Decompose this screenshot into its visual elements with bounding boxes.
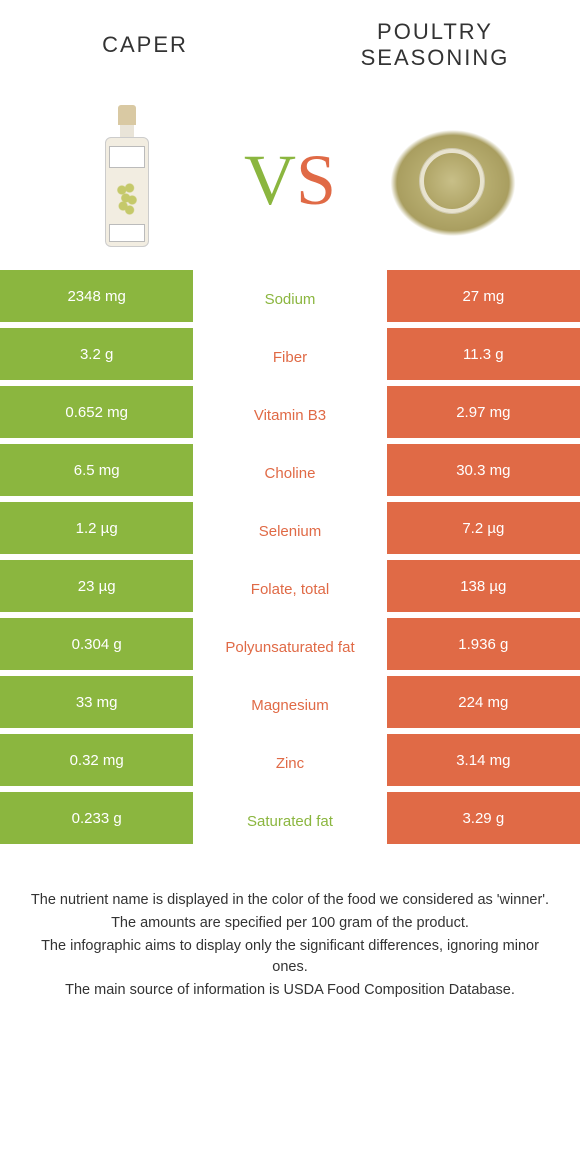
footer-line: The nutrient name is displayed in the co… [30, 890, 550, 911]
value-right: 30.3 mg [387, 444, 580, 502]
table-row: 0.233 gSaturated fat3.29 g [0, 792, 580, 850]
value-right: 2.97 mg [387, 386, 580, 444]
table-row: 2348 mgSodium27 mg [0, 270, 580, 328]
table-row: 0.652 mgVitamin B32.97 mg [0, 386, 580, 444]
value-right: 27 mg [387, 270, 580, 328]
value-left: 3.2 g [0, 328, 193, 386]
value-left: 0.32 mg [0, 734, 193, 792]
value-right: 224 mg [387, 676, 580, 734]
table-row: 1.2 µgSelenium7.2 µg [0, 502, 580, 560]
value-left: 23 µg [0, 560, 193, 618]
value-right: 11.3 g [387, 328, 580, 386]
table-row: 33 mgMagnesium224 mg [0, 676, 580, 734]
nutrient-label: Polyunsaturated fat [193, 618, 386, 676]
value-left: 0.233 g [0, 792, 193, 850]
vs-v: V [244, 140, 296, 220]
powder-icon [368, 105, 538, 255]
image-right [346, 105, 560, 255]
title-left: Caper [0, 32, 290, 58]
nutrient-label: Magnesium [193, 676, 386, 734]
nutrient-label: Zinc [193, 734, 386, 792]
table-row: 23 µgFolate, total138 µg [0, 560, 580, 618]
nutrient-label: Selenium [193, 502, 386, 560]
table-row: 0.32 mgZinc3.14 mg [0, 734, 580, 792]
nutrient-label: Saturated fat [193, 792, 386, 850]
table-row: 6.5 mgCholine30.3 mg [0, 444, 580, 502]
title-right: Poultry seasoning [290, 19, 580, 71]
value-left: 6.5 mg [0, 444, 193, 502]
nutrient-label: Choline [193, 444, 386, 502]
nutrient-label: Vitamin B3 [193, 386, 386, 444]
nutrient-label: Folate, total [193, 560, 386, 618]
footer-line: The main source of information is USDA F… [30, 980, 550, 1001]
image-left [20, 105, 234, 255]
comparison-table: 2348 mgSodium27 mg3.2 gFiber11.3 g0.652 … [0, 270, 580, 850]
table-row: 3.2 gFiber11.3 g [0, 328, 580, 386]
value-left: 1.2 µg [0, 502, 193, 560]
images-row: VS [0, 90, 580, 270]
table-row: 0.304 gPolyunsaturated fat1.936 g [0, 618, 580, 676]
nutrient-label: Sodium [193, 270, 386, 328]
value-left: 0.304 g [0, 618, 193, 676]
value-right: 3.29 g [387, 792, 580, 850]
value-right: 1.936 g [387, 618, 580, 676]
footer: The nutrient name is displayed in the co… [0, 850, 580, 1001]
value-right: 7.2 µg [387, 502, 580, 560]
value-right: 138 µg [387, 560, 580, 618]
header: Caper Poultry seasoning [0, 0, 580, 90]
value-right: 3.14 mg [387, 734, 580, 792]
nutrient-label: Fiber [193, 328, 386, 386]
value-left: 33 mg [0, 676, 193, 734]
value-left: 0.652 mg [0, 386, 193, 444]
vs-label: VS [234, 139, 346, 222]
value-left: 2348 mg [0, 270, 193, 328]
vs-s: S [296, 140, 336, 220]
bottle-icon [102, 105, 152, 255]
footer-line: The amounts are specified per 100 gram o… [30, 913, 550, 934]
footer-line: The infographic aims to display only the… [30, 936, 550, 978]
